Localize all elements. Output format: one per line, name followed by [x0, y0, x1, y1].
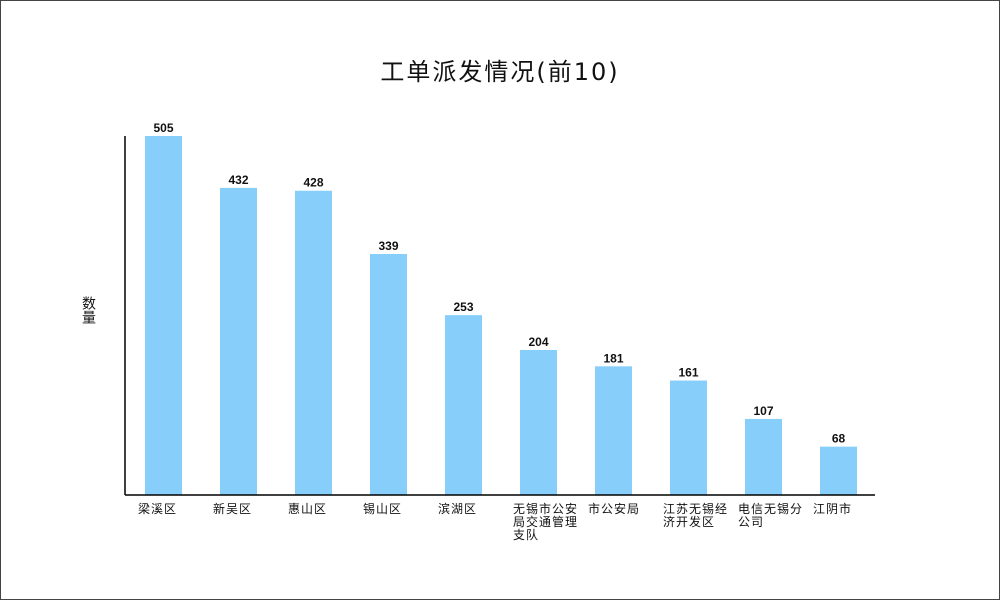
bar-1: [145, 136, 182, 495]
value-label-8: 161: [678, 366, 698, 380]
bar-4: [370, 254, 407, 495]
category-label-9: 电信无锡分公司: [738, 502, 804, 529]
category-label-5: 滨湖区: [438, 502, 478, 516]
value-label-9: 107: [753, 404, 773, 418]
category-label-6: 无锡市公安局交通管理支队: [513, 502, 579, 542]
value-label-6: 204: [528, 335, 548, 349]
y-axis-label: 数量: [80, 296, 96, 324]
bar-7: [595, 366, 632, 495]
value-label-1: 505: [153, 121, 173, 135]
value-label-5: 253: [453, 300, 473, 314]
bar-10: [820, 446, 857, 495]
value-label-7: 181: [603, 351, 623, 365]
category-label-1: 梁溪区: [138, 502, 178, 516]
bar-9: [745, 418, 782, 495]
category-label-10: 江阴市: [813, 502, 853, 516]
category-label-4: 锡山区: [363, 502, 403, 516]
value-label-2: 432: [228, 173, 248, 187]
bar-2: [220, 187, 257, 495]
value-label-3: 428: [303, 176, 323, 190]
category-label-7: 市公安局: [588, 502, 641, 516]
bar-5: [445, 315, 482, 495]
value-label-10: 68: [832, 432, 846, 446]
category-label-3: 惠山区: [288, 502, 328, 516]
bar-8: [670, 380, 707, 495]
bar-6: [520, 349, 557, 495]
category-label-2: 新吴区: [213, 502, 253, 516]
bar-3: [295, 190, 332, 495]
chart-title: 工单派发情况(前10): [380, 58, 620, 86]
category-label-8: 江苏无锡经济开发区: [663, 502, 729, 529]
value-label-4: 339: [378, 239, 398, 253]
